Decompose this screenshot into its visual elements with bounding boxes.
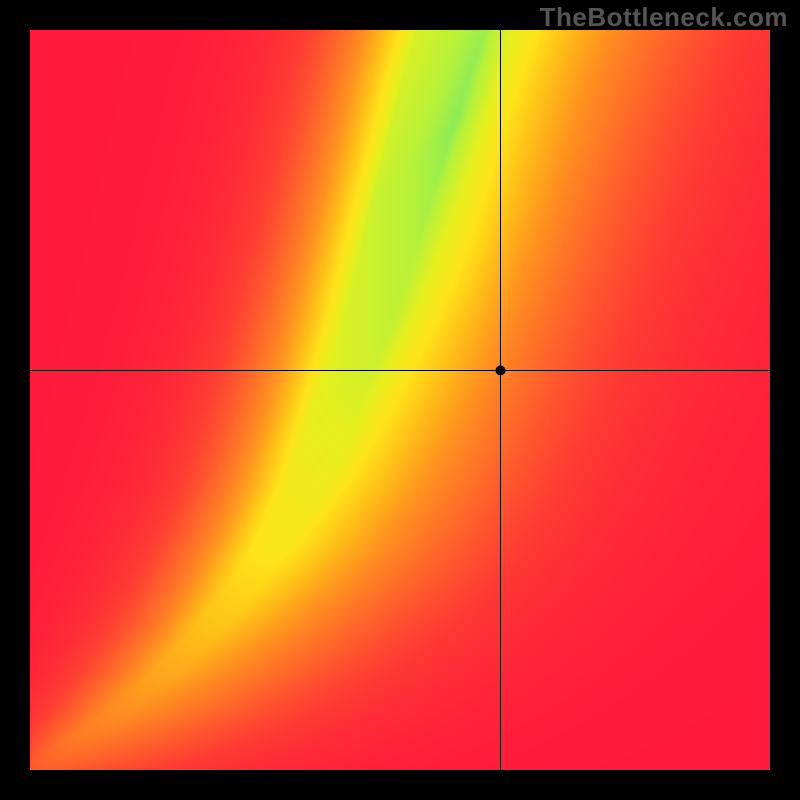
heatmap-canvas [30, 30, 770, 770]
plot-area [30, 30, 770, 770]
chart-frame: TheBottleneck.com [0, 0, 800, 800]
watermark-label: TheBottleneck.com [540, 2, 788, 33]
